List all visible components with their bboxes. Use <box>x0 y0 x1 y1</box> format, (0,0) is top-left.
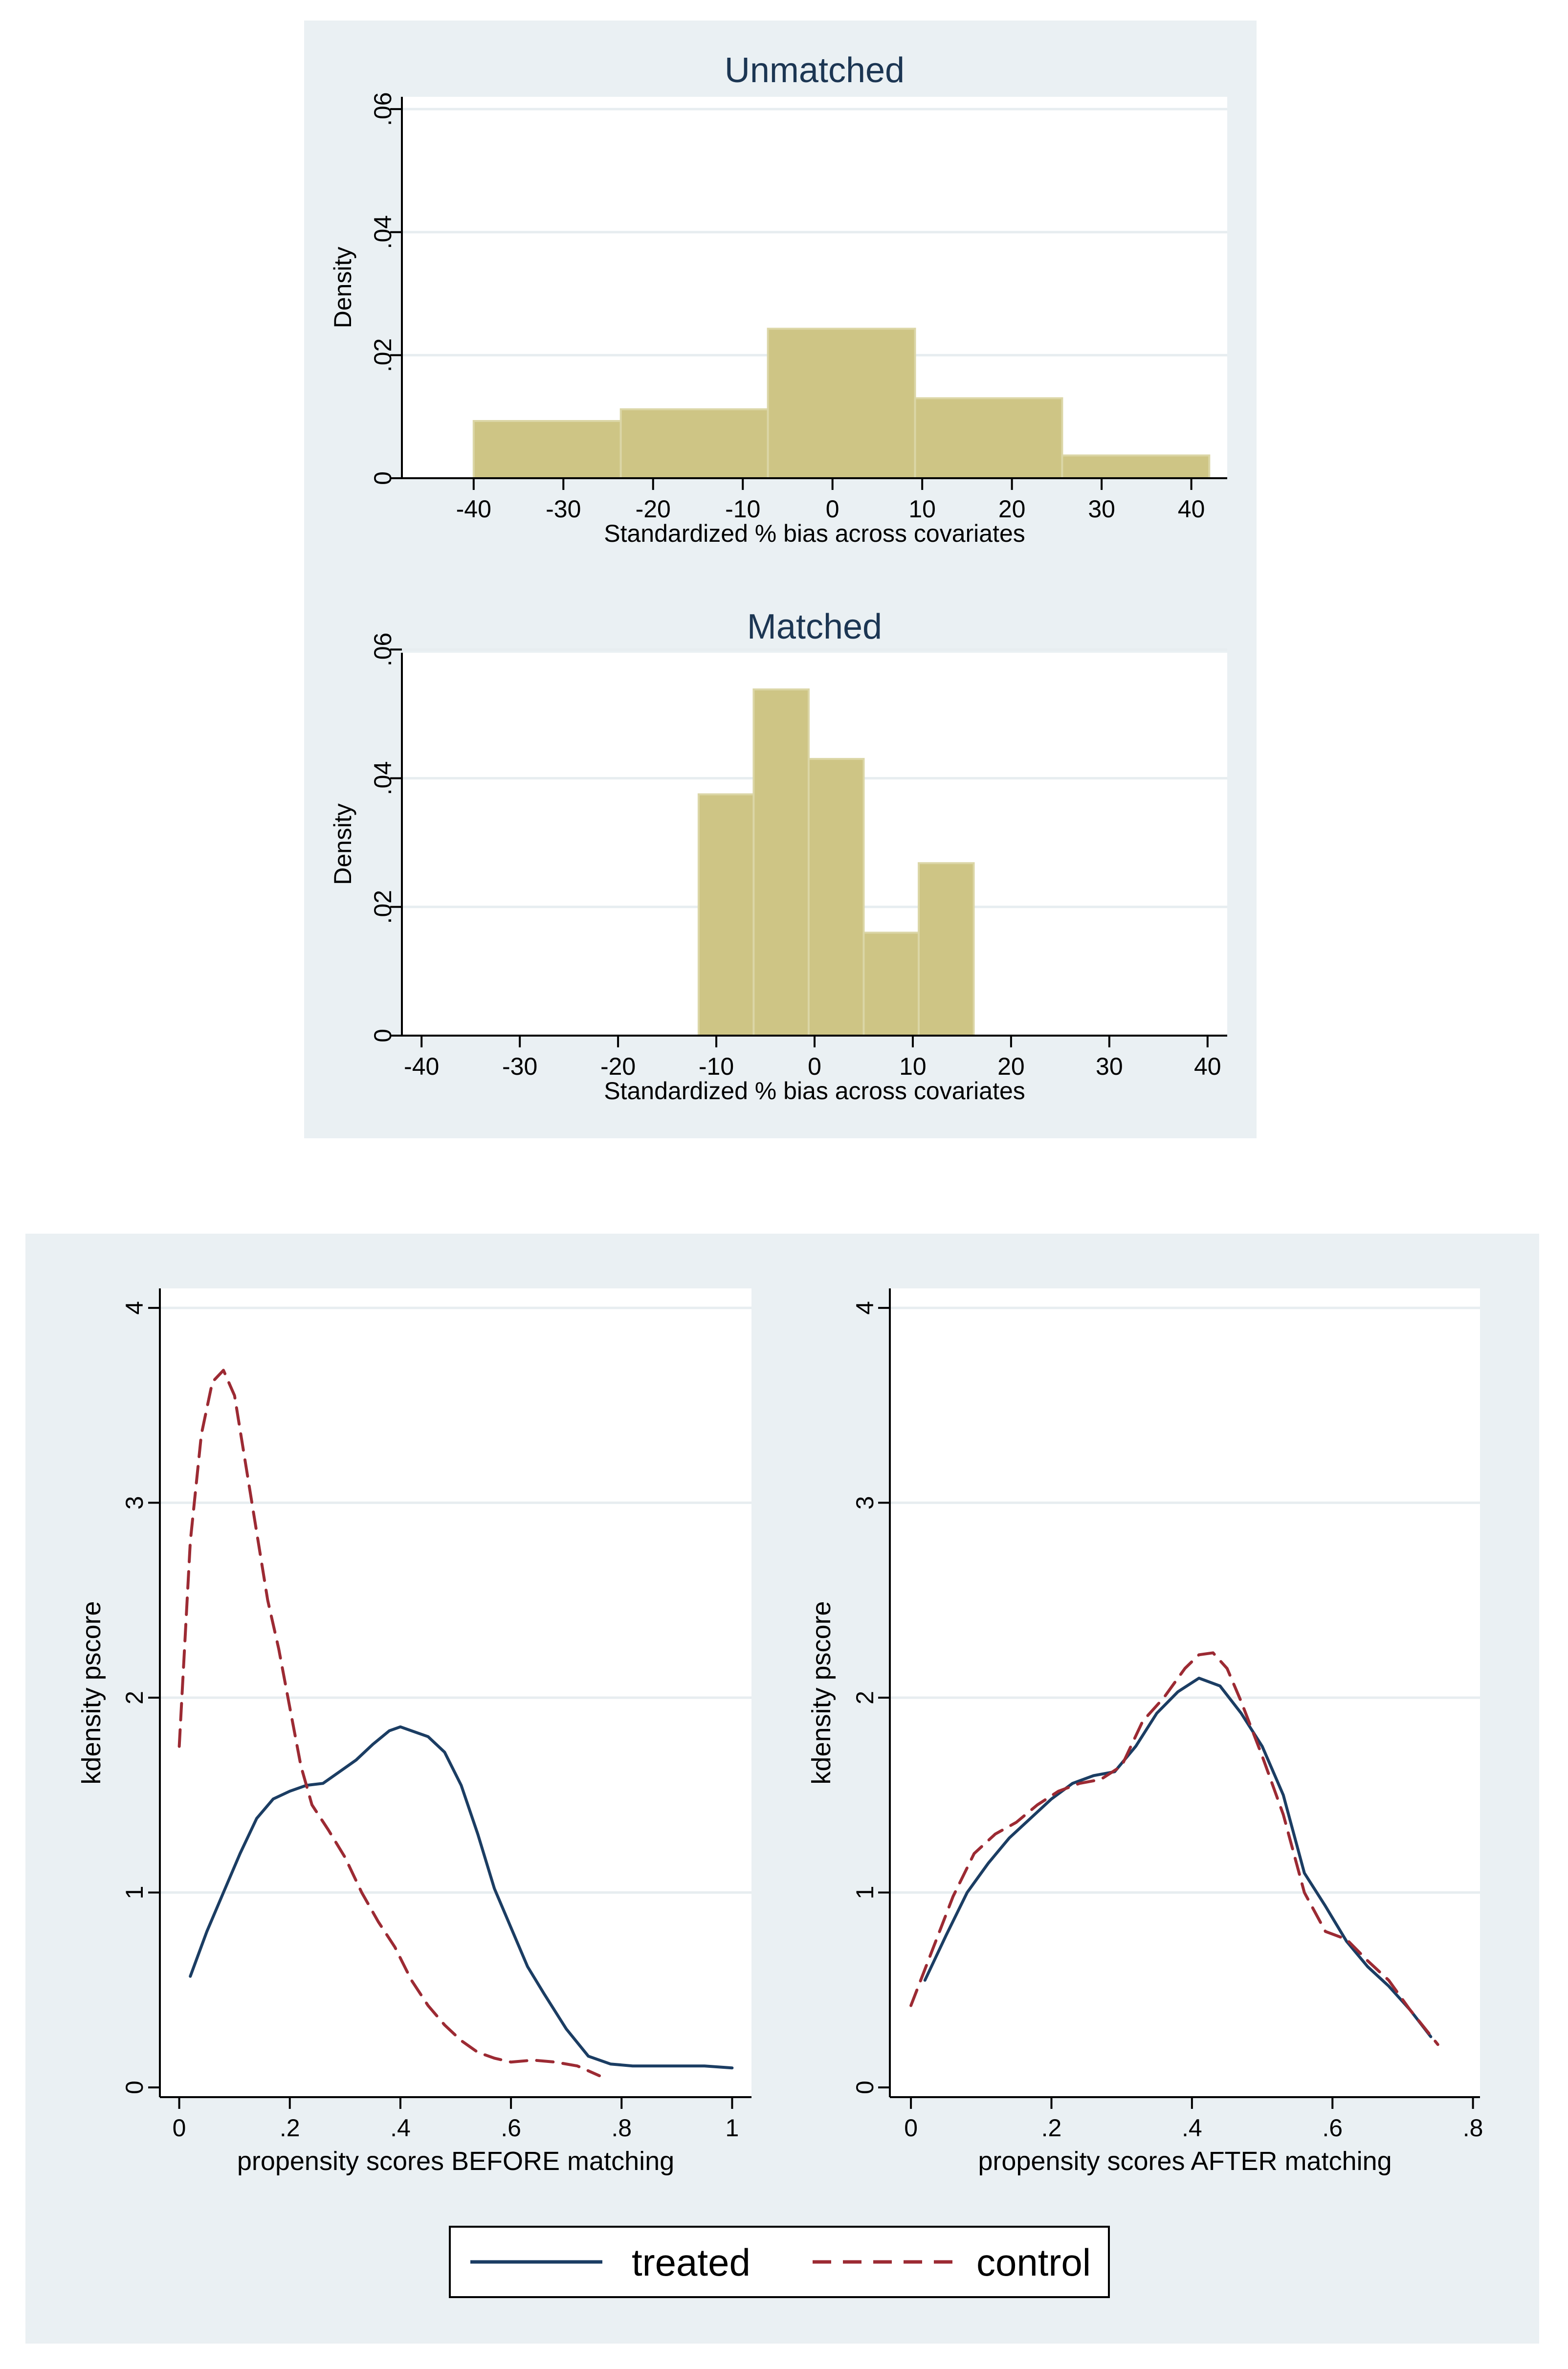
before-y-tick-label: 2 <box>121 1691 148 1705</box>
before-series-treated <box>189 1725 734 2070</box>
after-x-tick-label: .4 <box>1182 2114 1202 2142</box>
before-x-tick-label: 0 <box>173 2114 186 2142</box>
unmatched-x-tick-label: 0 <box>826 495 839 523</box>
after-x-axis-title: propensity scores AFTER matching <box>978 2147 1391 2176</box>
matched-bar <box>918 862 975 1037</box>
before-plot-area <box>160 1288 751 2097</box>
matched-bar <box>697 793 755 1037</box>
before-y-tick-label: 3 <box>121 1496 148 1510</box>
unmatched-bar <box>1061 454 1211 479</box>
before-y-tick-label: 0 <box>121 2081 148 2094</box>
matched-y-tick-label: .02 <box>369 890 397 924</box>
unmatched-x-tick-label: 20 <box>998 495 1026 523</box>
unmatched-x-tick-label: -30 <box>546 495 581 523</box>
matched-bar <box>752 688 810 1037</box>
matched-x-tick-label: -20 <box>600 1053 636 1080</box>
unmatched-y-tick-label: .02 <box>369 338 397 373</box>
matched-title: Matched <box>747 607 882 646</box>
after-series-control <box>909 1651 1439 2046</box>
matched-x-tick-label: 20 <box>997 1053 1025 1080</box>
matched-y-tick-label: 0 <box>369 1029 397 1042</box>
unmatched-x-axis-title: Standardized % bias across covariates <box>604 520 1025 547</box>
before-x-tick-label: .2 <box>280 2114 300 2142</box>
unmatched-bar <box>619 408 769 480</box>
unmatched-y-axis-title: Density <box>329 247 356 329</box>
after-x-tick-label: .8 <box>1463 2114 1483 2142</box>
matched-x-tick-label: 30 <box>1096 1053 1123 1080</box>
after-x-tick-label: .2 <box>1041 2114 1062 2142</box>
unmatched-x-tick-label: -40 <box>456 495 491 523</box>
after-y-tick-label: 0 <box>851 2081 879 2094</box>
before-x-tick-label: .4 <box>390 2114 411 2142</box>
unmatched-bar <box>472 420 622 479</box>
after-y-axis-title: kdensity pscore <box>807 1601 836 1784</box>
matched-x-tick-label: 40 <box>1194 1053 1221 1080</box>
before-x-tick-label: .6 <box>501 2114 521 2142</box>
before-series-control <box>177 1369 601 2078</box>
matched-bar <box>862 931 920 1037</box>
matched-x-axis-title: Standardized % bias across covariates <box>604 1077 1025 1105</box>
legend-control-swatch <box>813 2260 954 2264</box>
after-y-tick-label: 3 <box>851 1496 879 1510</box>
after-y-tick-label: 4 <box>851 1301 879 1315</box>
unmatched-y-tick-label: 0 <box>369 471 397 485</box>
legend-control-label: control <box>976 2241 1091 2284</box>
unmatched-bar <box>767 328 916 480</box>
matched-x-tick-label: 10 <box>899 1053 927 1080</box>
before-x-tick-label: .8 <box>611 2114 632 2142</box>
unmatched-x-tick-label: -10 <box>725 495 760 523</box>
before-y-tick-label: 4 <box>121 1301 148 1315</box>
unmatched-x-tick-label: 40 <box>1178 495 1205 523</box>
after-plot-area <box>890 1288 1480 2097</box>
before-y-axis-title: kdensity pscore <box>77 1601 106 1784</box>
matched-y-axis-title: Density <box>329 803 356 885</box>
unmatched-y-tick-label: .04 <box>369 215 397 249</box>
matched-y-tick-label: .06 <box>369 633 397 667</box>
unmatched-y-tick-label: .06 <box>369 92 397 126</box>
after-series-treated <box>923 1677 1433 2038</box>
before-y-tick-label: 1 <box>121 1886 148 1900</box>
unmatched-bar <box>914 397 1063 479</box>
after-y-tick-label: 2 <box>851 1691 879 1705</box>
after-x-tick-label: 0 <box>904 2114 918 2142</box>
before-x-tick-label: 1 <box>726 2114 739 2142</box>
before-x-axis-title: propensity scores BEFORE matching <box>237 2147 674 2176</box>
matched-x-tick-label: -30 <box>502 1053 537 1080</box>
legend: treated control <box>449 2226 1110 2298</box>
legend-treated-label: treated <box>632 2241 751 2284</box>
after-y-tick-label: 1 <box>851 1886 879 1900</box>
matched-x-tick-label: 0 <box>808 1053 821 1080</box>
matched-x-tick-label: -40 <box>404 1053 439 1080</box>
unmatched-title: Unmatched <box>725 51 905 90</box>
unmatched-x-tick-label: 30 <box>1088 495 1115 523</box>
matched-y-tick-label: .04 <box>369 761 397 796</box>
unmatched-x-tick-label: 10 <box>908 495 936 523</box>
matched-bar <box>807 758 865 1037</box>
legend-treated-swatch <box>470 2260 602 2264</box>
after-x-tick-label: .6 <box>1322 2114 1343 2142</box>
matched-x-tick-label: -10 <box>699 1053 734 1080</box>
unmatched-x-tick-label: -20 <box>636 495 671 523</box>
